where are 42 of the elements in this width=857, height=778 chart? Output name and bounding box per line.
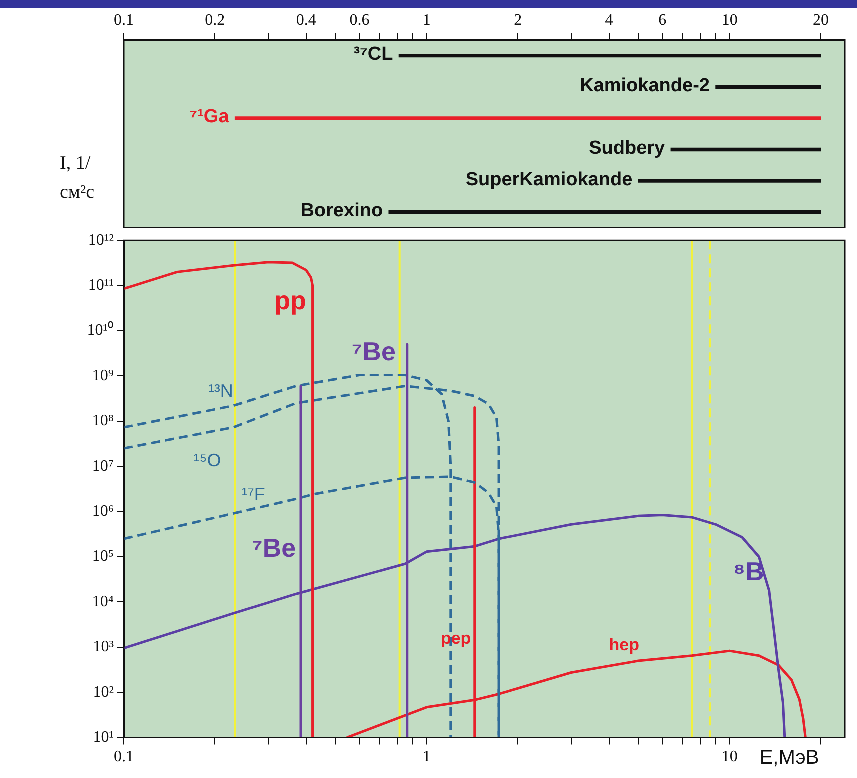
x-tick-label: 6 <box>658 12 667 29</box>
series-label: pep <box>440 628 472 648</box>
series-label: ¹⁷F <box>242 484 266 504</box>
y-tick-label: 10¹⁰ <box>87 321 114 340</box>
series-label: pp <box>274 285 306 316</box>
x-tick-label: 20 <box>813 12 830 29</box>
x-tick-label: 4 <box>605 12 614 29</box>
x-tick-label: 2 <box>514 12 522 29</box>
y-tick-label: SuperKamiokande <box>466 169 633 190</box>
series-label: ¹³N <box>208 380 234 401</box>
y-tick-label: 10² <box>93 684 114 701</box>
x-tick-label: 1 <box>422 748 431 766</box>
y-tick-label: 10¹² <box>88 232 114 249</box>
x-tick-label: 10 <box>722 748 738 766</box>
y-tick-label: Sudbery <box>589 138 666 159</box>
y-tick-label: 10⁵ <box>92 548 114 566</box>
y-tick-label: 10⁷ <box>92 458 114 475</box>
y-tick-label: 10¹¹ <box>88 277 114 294</box>
y-tick-label: 10⁹ <box>92 367 114 384</box>
x-tick-label: 10 <box>722 12 738 29</box>
y-tick-label: Kamiokande-2 <box>580 75 710 96</box>
series-label: ⁸B <box>733 556 764 587</box>
x-tick-label: 0.2 <box>205 12 226 29</box>
y-tick-label: Borexino <box>300 200 384 222</box>
y-tick-label: 10⁴ <box>92 593 114 610</box>
y-tick-label: 10¹ <box>93 729 114 746</box>
y-tick-label: 10³ <box>93 638 114 656</box>
x-tick-label: 0.4 <box>296 12 316 29</box>
y-tick-label: ³⁷CL <box>354 44 394 66</box>
y-axis-title: I, 1/см²с <box>60 152 96 204</box>
x-tick-label: 0.1 <box>114 12 134 29</box>
x-tick-label: 0.1 <box>114 748 134 766</box>
x-axis-title: E,МэВ <box>760 746 820 769</box>
series-label: hep <box>609 636 640 655</box>
series-label: ⁷Be <box>252 533 296 563</box>
y-tick-label: 10⁶ <box>92 503 114 520</box>
series-label: ¹⁵O <box>194 450 222 471</box>
y-tick-label: 10⁸ <box>92 412 114 430</box>
x-tick-label: 1 <box>422 12 431 29</box>
x-tick-label: 0.6 <box>350 12 370 29</box>
series-label: ⁷Be <box>352 336 396 367</box>
y-tick-label: ⁷¹Ga <box>190 106 230 128</box>
